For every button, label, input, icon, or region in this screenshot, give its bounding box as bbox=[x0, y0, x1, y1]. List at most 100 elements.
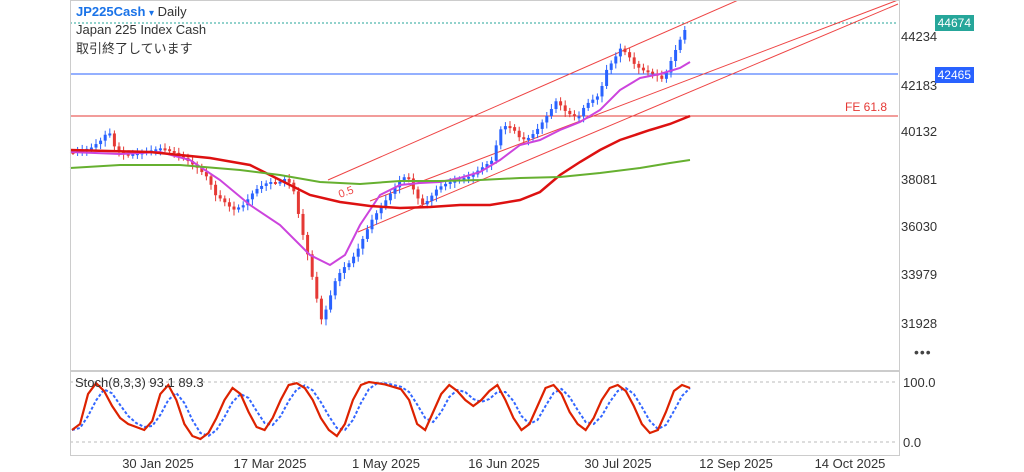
candle-body[interactable] bbox=[614, 56, 618, 64]
candle-body[interactable] bbox=[319, 298, 323, 320]
candle-body[interactable] bbox=[591, 99, 595, 103]
candle-body[interactable] bbox=[352, 256, 356, 264]
candle-body[interactable] bbox=[301, 213, 305, 235]
candle-body[interactable] bbox=[480, 167, 484, 171]
candle-body[interactable] bbox=[674, 49, 678, 61]
candle-body[interactable] bbox=[393, 187, 397, 194]
candle-body[interactable] bbox=[586, 102, 590, 108]
channel-line-lower[interactable] bbox=[357, 3, 899, 233]
candle-body[interactable] bbox=[485, 164, 489, 168]
candle-body[interactable] bbox=[540, 122, 544, 129]
candle-body[interactable] bbox=[513, 127, 517, 131]
symbol-label[interactable]: JP225Cash bbox=[76, 4, 146, 19]
candle-body[interactable] bbox=[108, 133, 112, 136]
candle-body[interactable] bbox=[227, 202, 231, 207]
candle-body[interactable] bbox=[554, 101, 558, 110]
candle-body[interactable] bbox=[347, 263, 351, 268]
candle-body[interactable] bbox=[471, 174, 475, 177]
candle-body[interactable] bbox=[370, 219, 374, 230]
candle-body[interactable] bbox=[628, 52, 632, 58]
candle-body[interactable] bbox=[94, 144, 98, 148]
stoch-k-line[interactable] bbox=[71, 380, 691, 441]
candle-body[interactable] bbox=[618, 48, 622, 57]
candle-body[interactable] bbox=[168, 149, 172, 152]
candle-body[interactable] bbox=[338, 272, 342, 282]
more-options-icon[interactable]: ••• bbox=[914, 344, 932, 360]
candle-body[interactable] bbox=[595, 96, 599, 100]
candle-body[interactable] bbox=[407, 177, 411, 180]
candle-body[interactable] bbox=[453, 180, 457, 183]
candle-body[interactable] bbox=[549, 109, 553, 116]
candle-body[interactable] bbox=[664, 72, 668, 79]
candle-body[interactable] bbox=[660, 75, 664, 79]
candle-body[interactable] bbox=[237, 207, 241, 210]
candle-body[interactable] bbox=[135, 153, 139, 156]
candle-body[interactable] bbox=[439, 186, 443, 190]
candle-body[interactable] bbox=[329, 295, 333, 310]
candle-body[interactable] bbox=[218, 195, 222, 199]
candle-body[interactable] bbox=[255, 188, 259, 194]
candle-body[interactable] bbox=[683, 30, 687, 40]
candle-body[interactable] bbox=[669, 60, 673, 73]
candle-body[interactable] bbox=[402, 177, 406, 181]
candle-body[interactable] bbox=[361, 238, 365, 249]
candle-body[interactable] bbox=[99, 140, 103, 145]
candle-body[interactable] bbox=[568, 110, 572, 115]
symbol-dropdown-icon[interactable]: ▾ bbox=[149, 8, 155, 19]
candle-body[interactable] bbox=[425, 201, 429, 205]
timeframe-label[interactable]: Daily bbox=[157, 4, 187, 19]
candle-body[interactable] bbox=[641, 67, 645, 71]
candle-body[interactable] bbox=[172, 151, 176, 154]
candle-body[interactable] bbox=[310, 254, 314, 277]
candle-body[interactable] bbox=[250, 193, 254, 200]
candle-body[interactable] bbox=[637, 63, 641, 68]
candle-body[interactable] bbox=[421, 198, 425, 205]
candle-body[interactable] bbox=[296, 191, 300, 214]
candle-body[interactable] bbox=[632, 57, 636, 64]
candle-body[interactable] bbox=[89, 147, 93, 150]
candle-body[interactable] bbox=[315, 276, 319, 299]
candle-body[interactable] bbox=[623, 48, 627, 53]
candle-body[interactable] bbox=[384, 200, 388, 207]
candle-body[interactable] bbox=[563, 105, 567, 111]
ma-fast-line[interactable] bbox=[69, 61, 691, 267]
candle-body[interactable] bbox=[444, 183, 448, 187]
candle-body[interactable] bbox=[324, 309, 328, 320]
candle-body[interactable] bbox=[434, 189, 438, 196]
candle-body[interactable] bbox=[503, 126, 507, 130]
candle-body[interactable] bbox=[646, 70, 650, 73]
candle-body[interactable] bbox=[117, 146, 121, 152]
candle-body[interactable] bbox=[283, 179, 287, 182]
candle-body[interactable] bbox=[494, 145, 498, 161]
candle-body[interactable] bbox=[545, 115, 549, 123]
candle-body[interactable] bbox=[333, 281, 337, 296]
candle-body[interactable] bbox=[214, 184, 218, 196]
candle-body[interactable] bbox=[600, 85, 604, 97]
candle-body[interactable] bbox=[582, 107, 586, 117]
candle-body[interactable] bbox=[365, 229, 369, 239]
candle-body[interactable] bbox=[559, 101, 563, 106]
candle-body[interactable] bbox=[112, 133, 116, 147]
ma-slow-line[interactable] bbox=[69, 159, 691, 186]
candle-body[interactable] bbox=[430, 195, 434, 202]
candle-body[interactable] bbox=[204, 172, 208, 177]
candle-body[interactable] bbox=[388, 193, 392, 201]
candle-body[interactable] bbox=[609, 63, 613, 70]
candle-body[interactable] bbox=[416, 189, 420, 199]
candle-body[interactable] bbox=[462, 178, 466, 181]
candle-body[interactable] bbox=[273, 182, 277, 184]
candle-body[interactable] bbox=[260, 185, 264, 189]
candle-body[interactable] bbox=[490, 160, 494, 165]
candle-body[interactable] bbox=[122, 151, 126, 154]
channel-line-upper[interactable] bbox=[327, 0, 898, 181]
candle-body[interactable] bbox=[158, 148, 162, 151]
candle-body[interactable] bbox=[154, 149, 158, 152]
candle-body[interactable] bbox=[572, 114, 576, 117]
candle-body[interactable] bbox=[375, 213, 379, 220]
candle-body[interactable] bbox=[467, 176, 471, 179]
channel-line-middle[interactable] bbox=[369, 0, 899, 202]
candle-body[interactable] bbox=[536, 128, 540, 135]
candle-body[interactable] bbox=[269, 182, 273, 184]
candle-body[interactable] bbox=[678, 39, 682, 50]
